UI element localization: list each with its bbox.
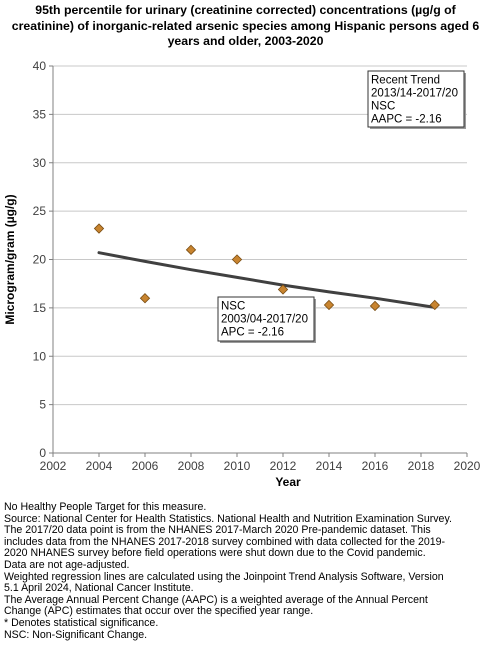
y-tick-label: 25 [33,204,47,218]
y-tick-label: 5 [39,398,46,412]
footnote-line: 2020 NHANES survey before field operatio… [4,547,426,560]
y-tick-label: 0 [39,446,46,460]
y-tick-label: 15 [33,301,47,315]
x-tick-label: 2020 [454,459,481,473]
x-tick-label: 2010 [224,459,251,473]
annotation-line: 2013/14-2017/20 [371,88,458,100]
x-tick-label: 2012 [270,459,297,473]
chart-title-line: creatinine) of inorganic-related arsenic… [11,18,480,33]
footnote-line: * Denotes statistical significance. [4,616,159,629]
y-tick-label: 30 [33,156,47,170]
annotation-box [367,70,465,128]
y-axis-label: Microgram/gram (µg/g) [3,194,17,324]
x-tick-label: 2008 [178,459,205,473]
data-point [369,300,381,312]
y-tick-label: 10 [33,349,47,363]
annotation-line: 2003/04-2017/20 [221,314,308,326]
x-tick-label: 2018 [408,459,435,473]
y-tick-label: 35 [33,107,47,121]
annotation-line: NSC [221,301,245,313]
footnote-line: Data are not age-adjusted. [4,558,130,571]
data-point [185,244,197,255]
data-point [93,223,105,234]
annotation-line: AAPC = -2.16 [371,114,442,126]
y-tick-label: 40 [33,59,47,73]
footnote-line: includes data from the NHANES 2017-2018 … [4,535,446,548]
chart-title: 95th percentile for urinary (creatinine … [0,3,491,50]
x-tick-label: 2004 [86,459,113,473]
footnote-line: The Average Annual Percent Change (AAPC)… [4,593,428,606]
x-axis-label: Year [275,475,301,489]
chart-title-line: 95th percentile for urinary (creatinine … [35,3,456,17]
data-point [277,284,289,295]
annotation-line: Recent Trend [371,75,440,87]
footnote-line: NSC: Non-Significant Change. [4,628,148,641]
footnote-line: No Healthy People Target for this measur… [4,501,207,513]
footnotes: No Healthy People Target for this measur… [4,501,488,641]
x-tick-label: 2002 [40,459,67,473]
annotation-line: NSC [371,101,395,113]
footnote-line: Weighted regression lines are calculated… [4,570,444,583]
chart-title-line: years and older, 2003-2020 [167,34,324,48]
data-point [231,254,243,265]
annotation-line: APC = -2.16 [221,327,284,339]
footnote-line: Source: National Center for Health Stati… [4,512,452,525]
y-tick-label: 20 [33,253,47,267]
data-point [429,299,440,311]
x-tick-label: 2014 [316,459,343,473]
x-tick-label: 2006 [132,459,159,473]
footnote-line: 5.1 April 2024, National Cancer Institut… [4,582,194,595]
trend-line [97,251,437,309]
footnote-line: The 2017/20 data point is from the NHANE… [4,524,431,537]
x-tick-label: 2016 [362,459,389,473]
data-point [139,293,151,304]
footnote-line: Change (APC) estimates that occur over t… [4,605,314,618]
annotation-box [217,296,315,342]
data-point [323,299,335,311]
chart: 0 5 10 15 20 25 30 35 40 2002 2004 2006 2008 2010 2012… [3,59,481,489]
